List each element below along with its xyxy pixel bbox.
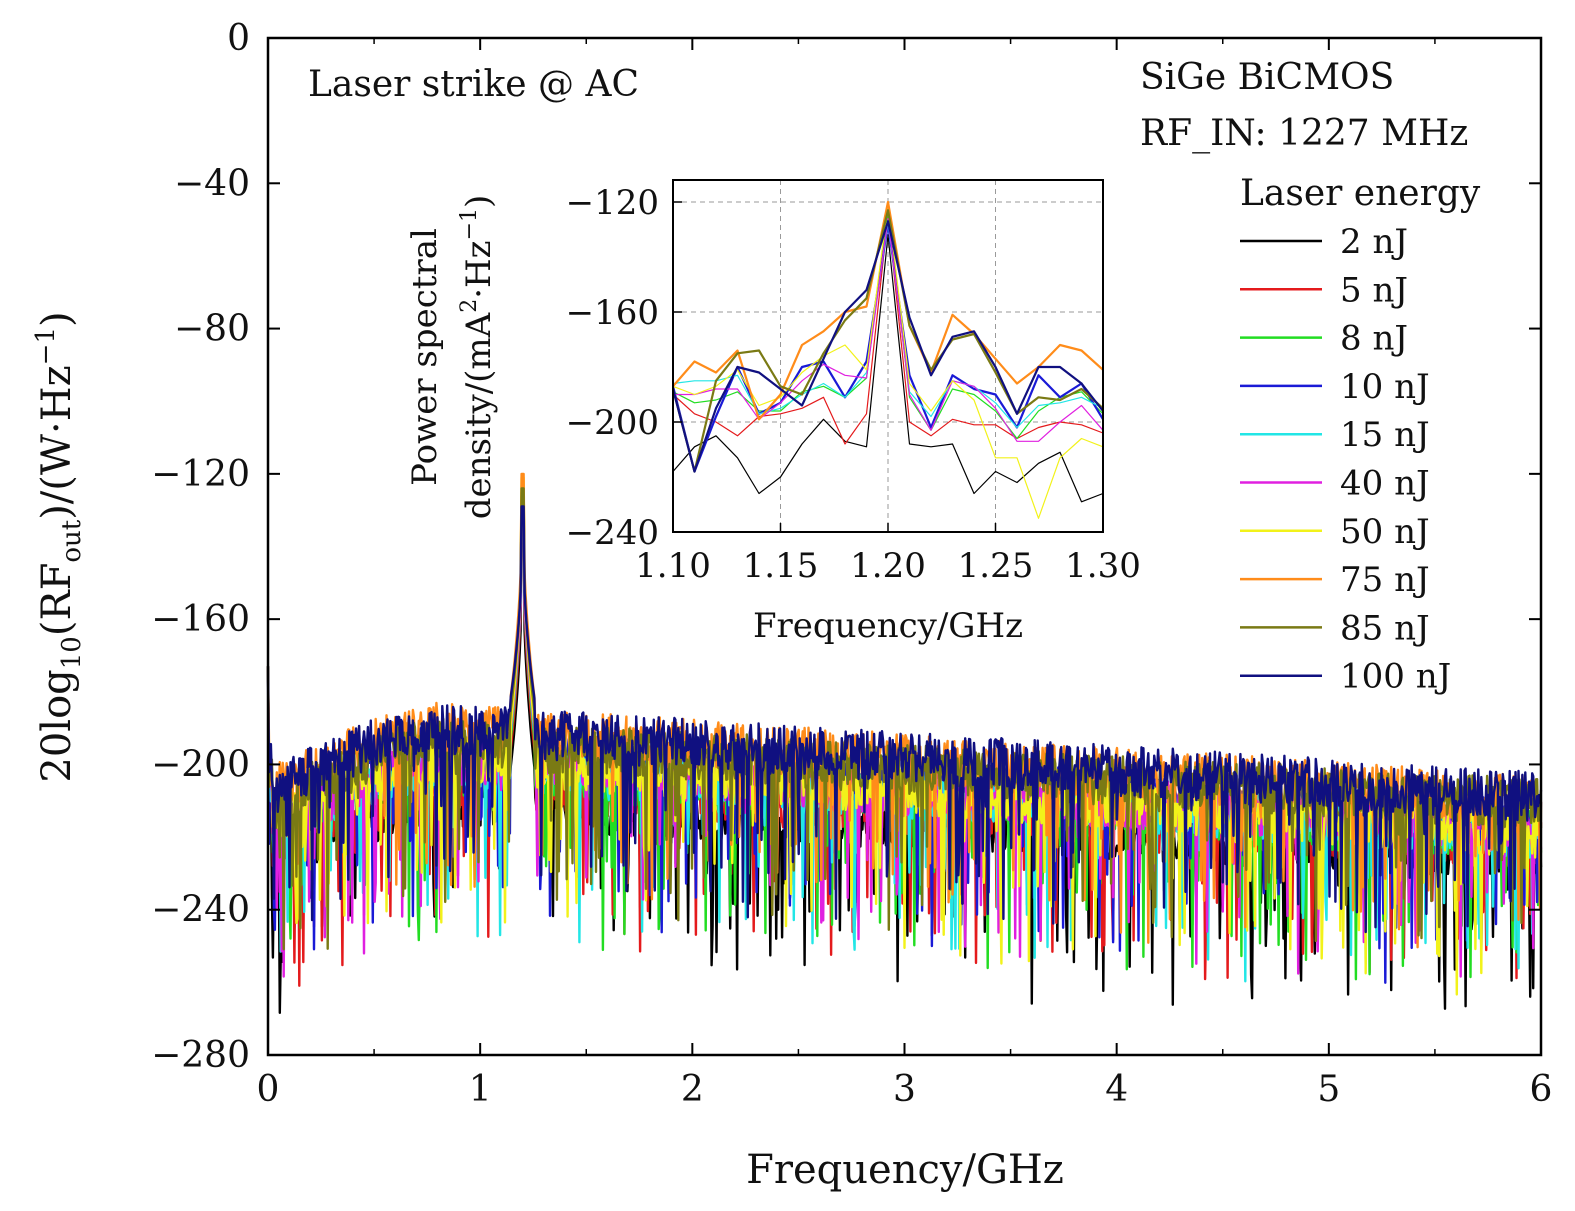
y-tick-label: −280 [151,1035,250,1076]
x-tick-label: 0 [257,1069,280,1110]
x-tick-label: 5 [1317,1069,1340,1110]
x-tick-label: 6 [1530,1069,1553,1110]
legend-label: 85 nJ [1340,608,1430,648]
legend-label: 10 nJ [1340,367,1430,407]
y-axis-title: 20log10(RFout)/(W·Hz−1) [31,311,87,782]
inset-ticks: 1.10 1.15 1.20 1.25 1.30 −120 −160 −200 −240 [566,183,1141,586]
annotation-laser-strike: Laser strike @ AC [308,64,639,105]
y-tick-label: −240 [151,890,250,931]
inset-y-title-prefix: density/(mA [459,312,499,519]
inset-y-title-sup1: 2 [457,299,482,313]
x-axis-title: Frequency/GHz [746,1147,1064,1193]
inset-series-line-100-nJ [671,220,1104,473]
inset-x-tick-label: 1.20 [850,546,926,586]
x-tick-label: 4 [1105,1069,1128,1110]
inset-y-tick-label: −240 [566,513,659,553]
y-tick-label: −160 [151,599,250,640]
inset-x-tick-label: 1.15 [743,546,819,586]
inset-y-title-suffix: ) [459,195,499,208]
y-axis-title-suffix: ) [34,311,80,327]
legend-label: 100 nJ [1340,657,1451,697]
inset-y-title-sup2: −1 [457,208,482,240]
main-series-line-100-nJ [266,505,1543,934]
legend-label: 5 nJ [1340,270,1408,310]
y-tick-label: −120 [151,454,250,495]
main-series-group [266,472,1543,1014]
legend-label: 8 nJ [1340,319,1408,359]
inset-y-tick-label: −160 [566,293,659,333]
inset-y-title-mid: ·Hz [459,240,499,298]
y-axis-title-mid: (RF [34,563,80,636]
inset-x-axis-title: Frequency/GHz [753,606,1023,646]
legend-label: 75 nJ [1340,560,1430,600]
inset-chart: 1.10 1.15 1.20 1.25 1.30 −120 −160 −200 −240 Fre… [405,179,1141,646]
legend: Laser energy 2 nJ 5 nJ 8 nJ 10 nJ 15 nJ 40 nJ… [1240,173,1481,697]
x-tick-label: 2 [681,1069,704,1110]
y-tick-label: −80 [174,309,250,350]
y-axis-title-mid2: )/(W·Hz [34,365,80,519]
inset-series-line-2-nJ [672,234,1104,503]
annotation-technology: SiGe BiCMOS [1140,57,1394,98]
inset-series-line-40-nJ [673,217,1104,442]
legend-title: Laser energy [1240,173,1481,214]
y-axis-title-sub2: out [57,519,87,562]
inset-y-axis-title-line1: Power spectral [405,228,445,486]
legend-label: 50 nJ [1340,512,1430,552]
y-axis-title-sup: −1 [31,327,61,365]
inset-y-tick-label: −120 [566,183,659,223]
inset-y-axis-title-line2: density/(mA2·Hz−1) [457,195,499,520]
legend-label: 40 nJ [1340,464,1430,504]
legend-label: 15 nJ [1340,415,1430,455]
y-tick-label: −200 [151,744,250,785]
y-tick-label: −40 [174,163,250,204]
y-axis-title-sub1: 10 [57,636,87,669]
inset-series-group [671,200,1104,519]
inset-series-line-75-nJ [672,200,1104,421]
legend-label: 2 nJ [1340,222,1408,262]
y-axis-title-prefix: 20log [34,669,80,782]
inset-y-tick-label: −200 [566,403,659,443]
x-tick-label: 1 [469,1069,492,1110]
annotation-rf-in: RF_IN: 1227 MHz [1140,113,1468,154]
inset-series-line-85-nJ [671,209,1104,473]
y-tick-label: 0 [227,18,250,59]
inset-x-tick-label: 1.25 [958,546,1034,586]
main-ticks: 0 1 2 3 4 5 6 0 −40 −80 −120 −160 −200 −240 −280 [151,18,1552,1110]
inset-x-tick-label: 1.30 [1065,546,1141,586]
x-tick-label: 3 [893,1069,916,1110]
inset-x-tick-label: 1.10 [635,546,711,586]
